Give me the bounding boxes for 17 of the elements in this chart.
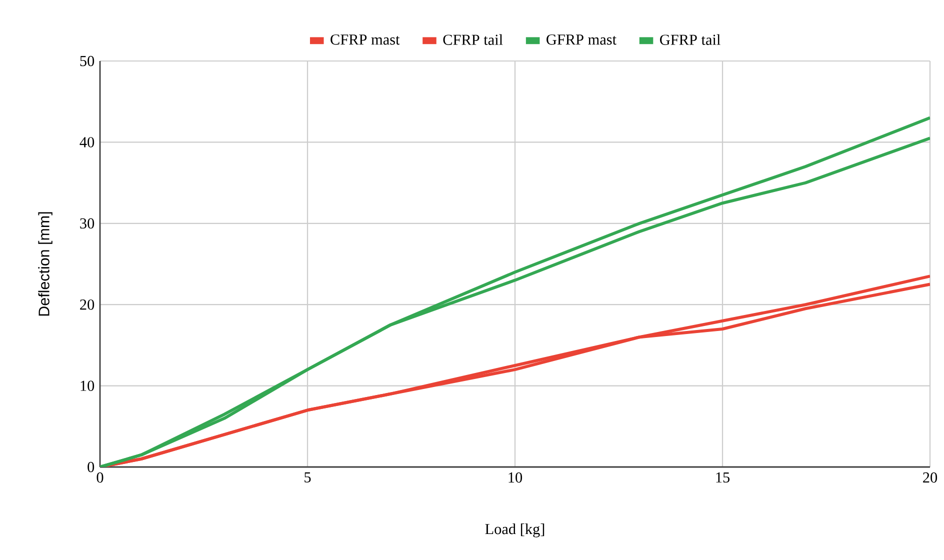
- x-tick-label: 10: [508, 472, 522, 483]
- x-tick-label: 15: [716, 472, 730, 483]
- legend-label: GFRP tail: [660, 34, 720, 45]
- y-tick-label: 30: [80, 218, 94, 229]
- x-tick-label: 5: [304, 472, 311, 482]
- y-tick-label: 20: [80, 299, 94, 310]
- legend-label: CFRP tail: [443, 34, 503, 45]
- x-tick-label: 0: [96, 472, 104, 483]
- y-tick-label: 50: [80, 56, 94, 66]
- y-tick-label: 0: [88, 462, 94, 472]
- y-axis-title: Deflection [mm]: [38, 212, 52, 316]
- x-tick-label: 20: [923, 472, 938, 483]
- legend-label: GFRP mast: [546, 34, 616, 45]
- y-tick-label: 10: [80, 380, 94, 391]
- x-axis-title: Load [kg]: [485, 524, 544, 538]
- y-tick-label: 40: [80, 137, 94, 148]
- legend-label: CFRP mast: [330, 34, 400, 45]
